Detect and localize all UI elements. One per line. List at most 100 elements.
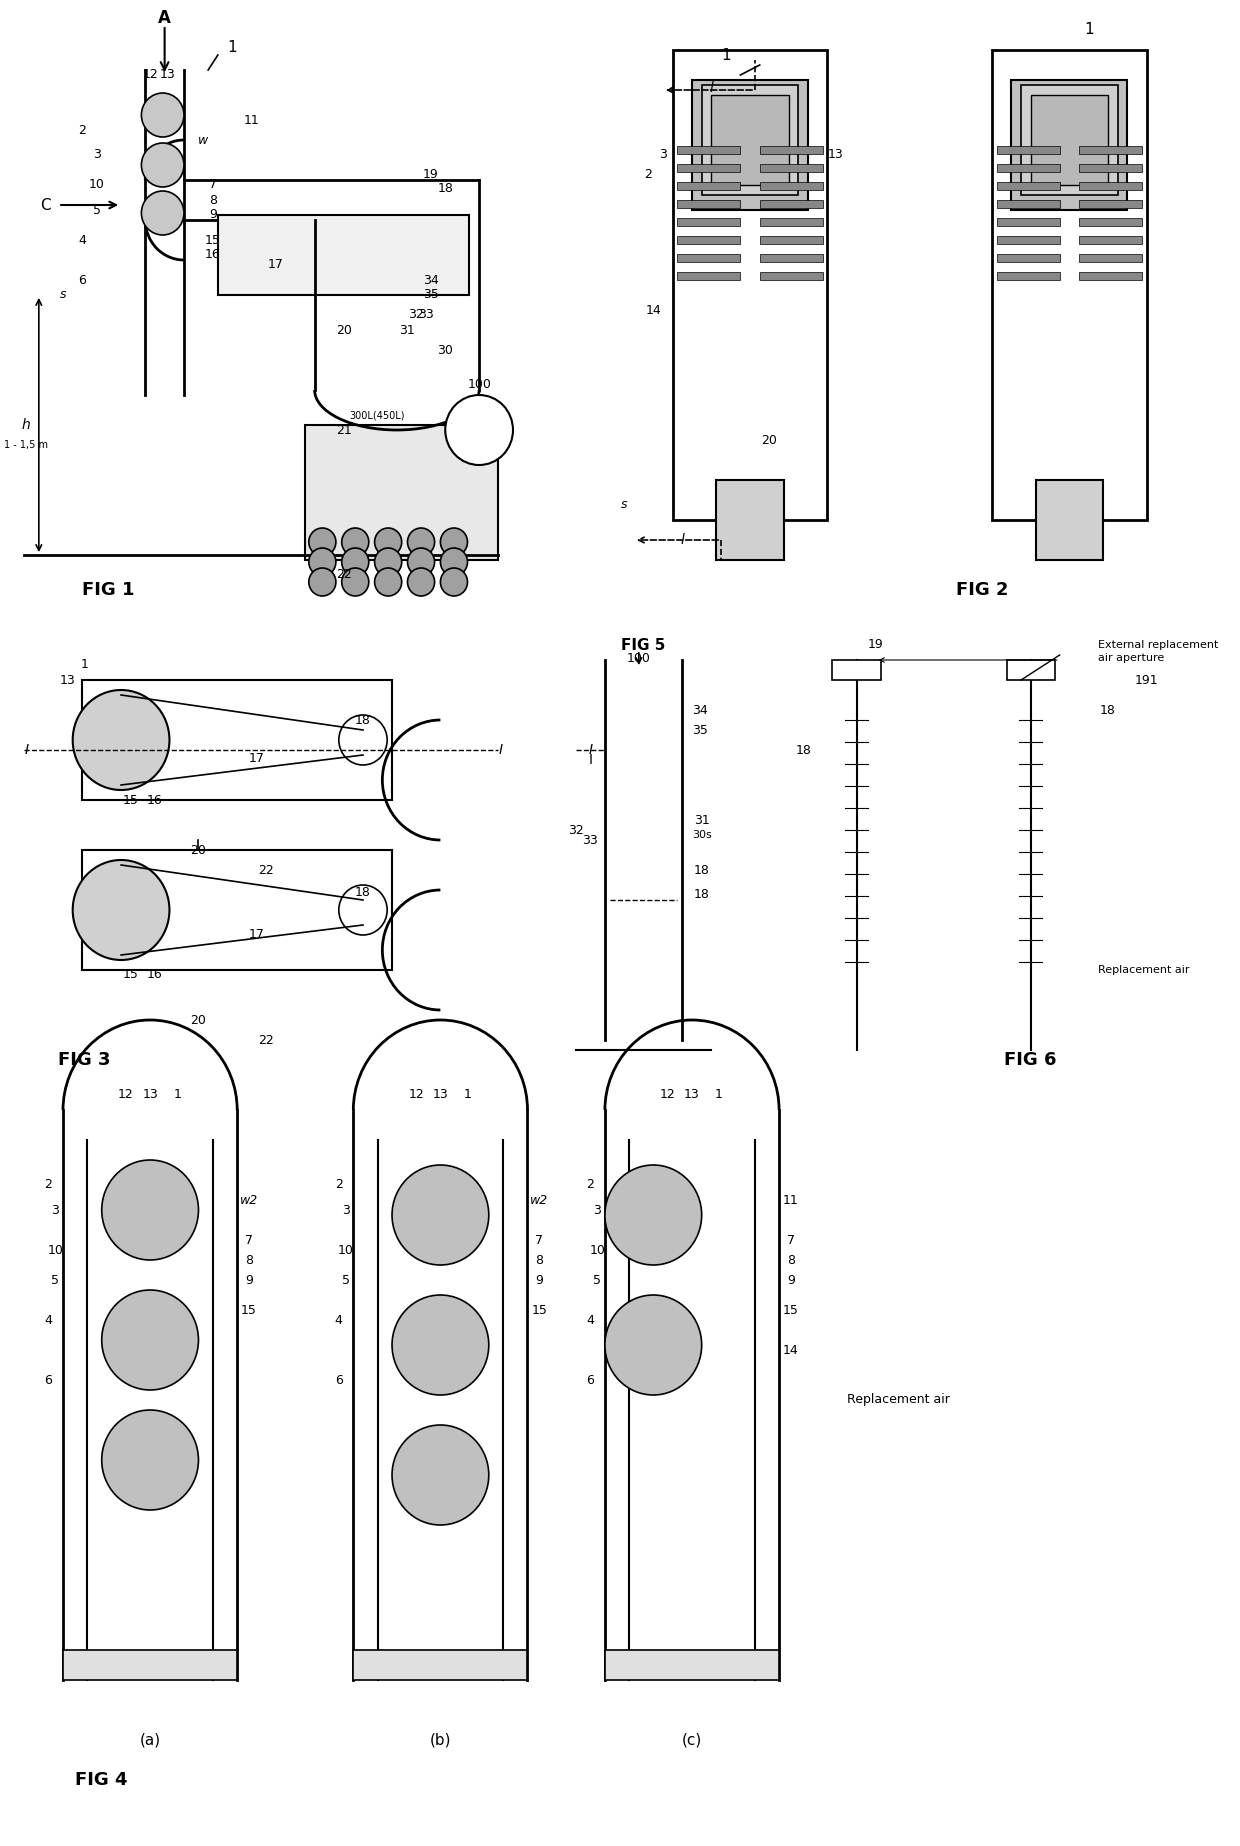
- Text: FIG 6: FIG 6: [1004, 1050, 1056, 1069]
- Text: 13: 13: [827, 148, 843, 161]
- Text: air aperture: air aperture: [1099, 653, 1164, 663]
- Circle shape: [392, 1165, 489, 1265]
- Circle shape: [102, 1290, 198, 1390]
- Bar: [712, 94, 789, 185]
- Bar: [760, 236, 822, 244]
- Text: 9: 9: [536, 1274, 543, 1287]
- Text: 18: 18: [1100, 703, 1116, 716]
- Bar: [353, 1650, 527, 1680]
- Text: 32: 32: [408, 308, 424, 321]
- Circle shape: [440, 548, 467, 576]
- Bar: [1030, 94, 1109, 185]
- Text: 10: 10: [337, 1244, 353, 1257]
- Text: 17: 17: [248, 751, 264, 764]
- Text: 1: 1: [464, 1089, 471, 1102]
- Text: 34: 34: [423, 273, 439, 286]
- Bar: [1021, 85, 1117, 196]
- Circle shape: [102, 1410, 198, 1510]
- Bar: [1035, 480, 1104, 559]
- Text: 19: 19: [423, 168, 439, 181]
- Text: FIG 1: FIG 1: [82, 581, 135, 598]
- Text: 10: 10: [89, 179, 105, 192]
- Text: I: I: [498, 742, 502, 757]
- Circle shape: [374, 548, 402, 576]
- Bar: [1007, 661, 1055, 679]
- Text: 31: 31: [694, 814, 709, 827]
- Text: 2: 2: [335, 1178, 342, 1191]
- Text: Replacement air: Replacement air: [847, 1394, 950, 1407]
- Text: 15: 15: [123, 794, 139, 807]
- Text: FIG 4: FIG 4: [76, 1770, 128, 1789]
- Text: 18: 18: [355, 714, 371, 727]
- Bar: [1079, 271, 1142, 281]
- Text: 35: 35: [423, 288, 439, 301]
- Text: 22: 22: [336, 569, 351, 581]
- Text: 18: 18: [438, 181, 453, 194]
- Bar: [218, 214, 470, 295]
- Text: 20: 20: [336, 323, 352, 336]
- Text: 1: 1: [228, 41, 237, 55]
- Circle shape: [392, 1425, 489, 1525]
- Bar: [760, 164, 822, 172]
- Bar: [677, 255, 740, 262]
- Text: 1: 1: [1084, 22, 1094, 37]
- Text: 16: 16: [205, 249, 221, 262]
- Text: 100: 100: [467, 378, 491, 391]
- Text: 7: 7: [786, 1233, 795, 1246]
- Text: 8: 8: [244, 1253, 253, 1266]
- Text: External replacement: External replacement: [1099, 641, 1219, 650]
- Bar: [760, 218, 822, 225]
- Text: 5: 5: [51, 1274, 60, 1287]
- Text: 1: 1: [174, 1089, 181, 1102]
- Text: 20: 20: [191, 844, 206, 857]
- Circle shape: [141, 142, 184, 186]
- Text: 2: 2: [78, 124, 87, 137]
- Bar: [997, 255, 1060, 262]
- Text: 3: 3: [593, 1204, 601, 1217]
- Text: 13: 13: [684, 1089, 699, 1102]
- Text: 22: 22: [258, 864, 274, 877]
- Bar: [672, 50, 827, 521]
- Text: 6: 6: [45, 1373, 52, 1386]
- Text: 191: 191: [1135, 674, 1158, 687]
- Circle shape: [102, 1159, 198, 1261]
- Text: 17: 17: [248, 929, 264, 941]
- Circle shape: [605, 1296, 702, 1396]
- Bar: [1079, 218, 1142, 225]
- Text: 8: 8: [536, 1253, 543, 1266]
- Text: 5: 5: [93, 203, 100, 216]
- Bar: [997, 218, 1060, 225]
- Bar: [605, 1650, 779, 1680]
- Text: I: I: [24, 742, 29, 757]
- Circle shape: [73, 690, 170, 790]
- Bar: [760, 183, 822, 190]
- Text: w: w: [198, 133, 208, 146]
- Text: 13: 13: [433, 1089, 449, 1102]
- Text: 4: 4: [587, 1314, 594, 1327]
- Text: FIG 5: FIG 5: [621, 637, 666, 652]
- Text: 13: 13: [160, 68, 175, 81]
- Circle shape: [309, 548, 336, 576]
- Text: 7: 7: [210, 179, 217, 192]
- Circle shape: [374, 569, 402, 596]
- Bar: [1079, 183, 1142, 190]
- Circle shape: [408, 528, 434, 556]
- Text: A: A: [159, 9, 171, 28]
- Bar: [992, 50, 1147, 521]
- Text: 1: 1: [81, 659, 88, 672]
- Text: 32: 32: [568, 823, 584, 836]
- Bar: [760, 146, 822, 153]
- Text: 18: 18: [355, 886, 371, 899]
- Bar: [832, 661, 880, 679]
- Bar: [692, 79, 808, 210]
- Text: 6: 6: [335, 1373, 342, 1386]
- Text: 1: 1: [715, 1089, 723, 1102]
- Bar: [997, 183, 1060, 190]
- Text: 14: 14: [782, 1344, 799, 1357]
- Text: 16: 16: [148, 794, 162, 807]
- Text: 2: 2: [587, 1178, 594, 1191]
- Text: 12: 12: [408, 1089, 424, 1102]
- Text: w2: w2: [239, 1194, 258, 1207]
- Circle shape: [309, 569, 336, 596]
- Text: 12: 12: [118, 1089, 134, 1102]
